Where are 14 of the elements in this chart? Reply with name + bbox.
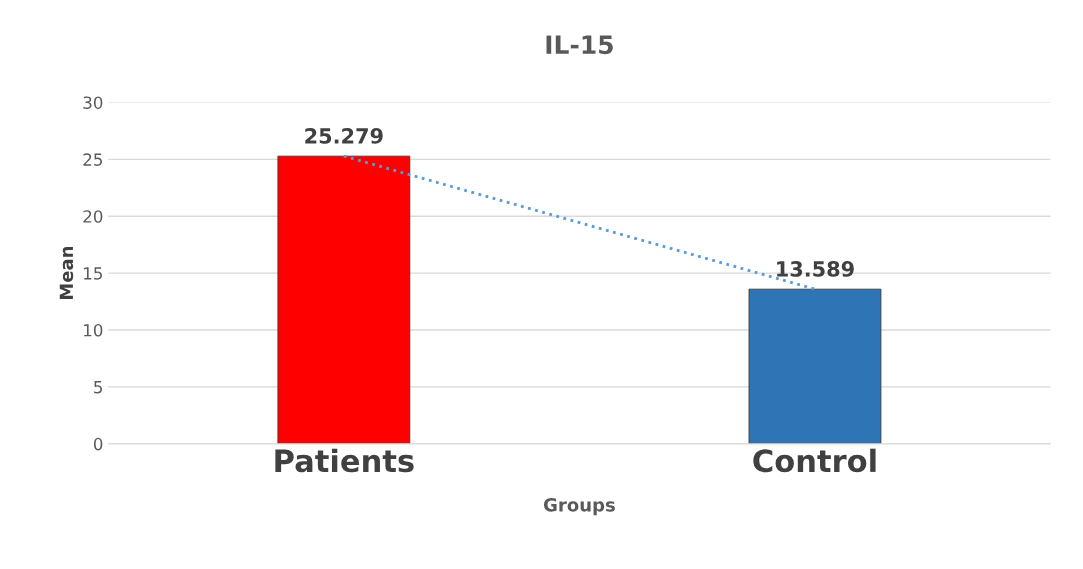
x-axis-title: Groups	[543, 498, 615, 516]
y-tick-label: 15	[84, 267, 102, 280]
y-tick-label: 30	[83, 96, 103, 109]
data-label: 13.589	[777, 261, 854, 277]
y-tick-label: 20	[83, 210, 103, 223]
y-tick-label: 25	[83, 153, 102, 166]
data-label: 25.279	[305, 128, 383, 144]
y-axis-title: Mean	[59, 246, 74, 300]
y-tick-label: 10	[84, 323, 103, 337]
y-tick-label: 0	[93, 437, 103, 451]
x-tick-label: Control	[753, 448, 876, 473]
y-tick-label: 5	[94, 381, 102, 394]
chart-title: IL-15	[546, 35, 613, 55]
x-tick-label: Patients	[275, 448, 414, 473]
